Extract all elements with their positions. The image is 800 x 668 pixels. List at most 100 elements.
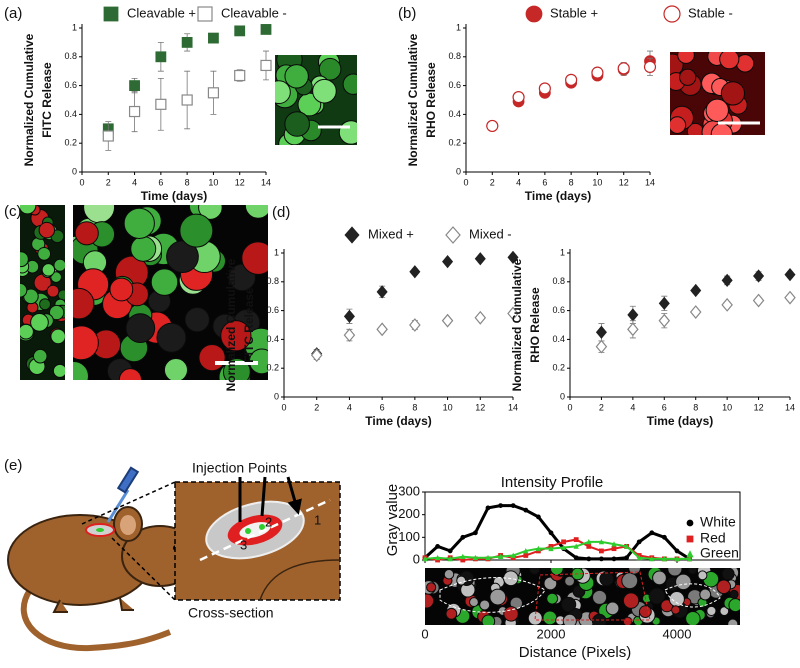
y-tick-label: 100: [398, 529, 420, 544]
outline: [439, 577, 721, 613]
y-tick-label: 0.8: [552, 276, 565, 286]
y-axis-label: FITC Release: [40, 62, 54, 138]
marker: [474, 310, 487, 325]
marker: [181, 37, 193, 48]
cell: [481, 614, 496, 625]
line: [424, 538, 690, 562]
legend-label: Stable +: [550, 5, 598, 20]
y-tick-label: 0.6: [64, 80, 77, 90]
cell: [685, 610, 701, 625]
marker: [181, 94, 193, 106]
x-tick-label: 4: [516, 177, 521, 187]
marker: [784, 290, 796, 305]
x-tick-label: 2: [314, 402, 319, 412]
marker: [207, 87, 220, 99]
marker: [784, 267, 796, 282]
x-tick-label: 10: [208, 177, 218, 187]
marker: [310, 348, 323, 363]
cell: [244, 205, 268, 219]
plot-frame: [424, 491, 741, 561]
marker: [260, 24, 272, 35]
cell: [39, 298, 52, 311]
marker: [649, 555, 655, 562]
cell: [53, 258, 65, 272]
marker: [376, 285, 388, 299]
y-tick-label: 0.4: [448, 109, 461, 119]
legend-marker: [445, 226, 461, 244]
cell: [719, 606, 730, 616]
y-tick-label: 0.4: [266, 334, 279, 344]
cell: [166, 240, 199, 274]
legend-marker: [525, 5, 543, 23]
y-axis-label: Normalized Cumulative: [510, 258, 524, 391]
x-axis-label: Time (days): [365, 414, 431, 428]
cell: [561, 596, 577, 613]
cell: [20, 205, 37, 215]
cell: [318, 57, 342, 81]
y-tick-label: 0.2: [552, 363, 565, 373]
cell: [284, 111, 310, 137]
x-tick-label: 0: [79, 177, 84, 187]
cell: [130, 235, 157, 262]
marker: [129, 80, 140, 91]
cell: [41, 263, 56, 277]
y-tick-label: 1: [274, 247, 279, 257]
x-tick-label: 4: [132, 177, 137, 187]
cell: [546, 592, 559, 605]
cell: [32, 348, 48, 364]
y-tick-label: 0: [456, 166, 461, 176]
marker: [658, 296, 670, 311]
cell: [150, 268, 179, 296]
diagram-label: Cross-section: [188, 605, 274, 621]
cell: [699, 588, 712, 601]
marker: [343, 328, 356, 343]
y-tick-label: 0.8: [266, 276, 279, 286]
x-tick-label: 12: [754, 402, 764, 412]
x-tick-label: 2000: [537, 626, 566, 641]
legend-marker: [103, 6, 119, 22]
cell: [241, 241, 268, 275]
cell: [479, 599, 491, 611]
marker: [561, 539, 566, 545]
legend-marker: [686, 550, 694, 558]
cell: [622, 616, 633, 625]
marker: [624, 555, 629, 561]
marker: [721, 297, 733, 312]
cell: [50, 328, 65, 345]
cell: [198, 343, 226, 372]
x-tick-label: 12: [475, 402, 485, 412]
micrograph: [275, 55, 357, 145]
cell: [443, 569, 455, 580]
cell: [184, 306, 210, 333]
x-tick-label: 8: [185, 177, 190, 187]
marker: [573, 543, 579, 549]
cell: [109, 277, 134, 302]
cell: [125, 313, 156, 344]
marker: [548, 530, 554, 536]
y-tick-label: 200: [398, 506, 420, 521]
x-tick-label: 2: [106, 177, 111, 187]
cell: [671, 605, 681, 615]
y-axis-label: Gray value: [384, 484, 401, 557]
x-tick-label: 4: [630, 402, 635, 412]
marker: [573, 537, 579, 542]
marker: [586, 544, 592, 549]
cell: [445, 607, 458, 620]
x-tick-label: 2: [599, 402, 604, 412]
y-tick-label: 0.6: [266, 305, 279, 315]
cell: [720, 81, 746, 106]
marker: [512, 91, 525, 104]
line: [423, 504, 691, 561]
diagram-label: Injection Points: [192, 460, 287, 476]
panel-label: (a): [4, 5, 22, 22]
marker: [507, 306, 519, 321]
x-axis-label: Distance (Pixels): [519, 644, 632, 661]
marker: [485, 505, 491, 511]
x-tick-label: 0: [463, 177, 468, 187]
marker: [535, 545, 542, 552]
cell: [37, 246, 52, 261]
legend-marker: [344, 226, 360, 244]
marker: [689, 305, 702, 319]
marker: [611, 556, 617, 562]
